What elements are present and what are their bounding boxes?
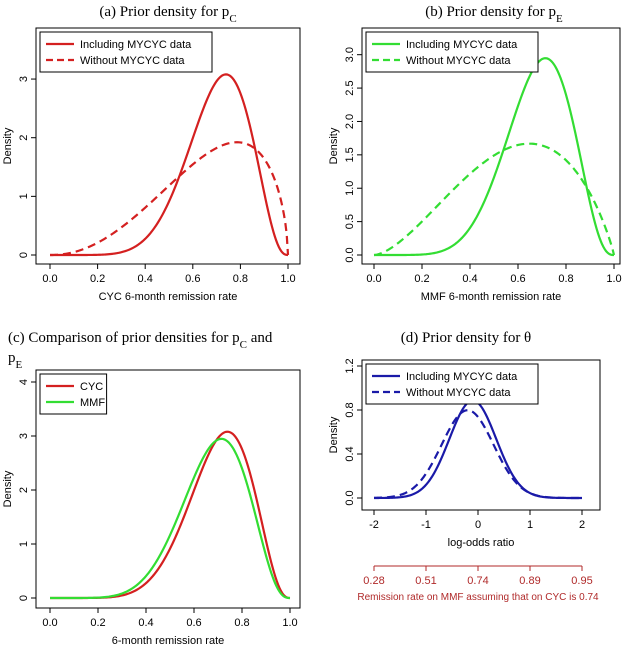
plot-frame-a: [35, 27, 301, 265]
secondary-axis-label: Remission rate on MMF assuming that on C…: [357, 592, 599, 603]
x-tick-label-a: 0.4: [138, 273, 153, 285]
series-line-c-1: [50, 430, 291, 600]
x-axis-label-a: CYC 6-month remission rate: [99, 291, 238, 303]
y-tick-label-b: 0.5: [344, 214, 356, 229]
y-axis-label-c: Density: [2, 470, 14, 507]
x-tick-label-b: 0.0: [366, 273, 381, 285]
y-axis-label-a: Density: [2, 127, 14, 164]
y-tick-label-a: 0: [18, 252, 30, 258]
series-line-a-2: [49, 141, 290, 257]
plot-frame-c: [35, 369, 301, 609]
y-tick-label-c: 4: [18, 379, 30, 385]
x-tick-label-d: 2: [579, 519, 585, 531]
chart-panel-a: (a) Prior density for pC 0.0 0.2 0.4 0.6 0.8 1…: [2, 4, 301, 303]
legend-label-a: Including MYCYC data: [80, 39, 192, 51]
chart-title-c: (c) Comparison of prior densities for pC…: [8, 330, 273, 351]
x-axis-label-b: MMF 6-month remission rate: [421, 291, 562, 303]
x-tick-label-a: 0.6: [185, 273, 200, 285]
x-tick-label-c: 0.6: [186, 617, 201, 629]
y-axis-label-d: Density: [328, 416, 340, 453]
x-tick-label-c: 1.0: [282, 617, 297, 629]
legend-label-b: Without MYCYC data: [406, 55, 511, 67]
x-tick-label-a: 0.2: [90, 273, 105, 285]
legend-c: [39, 373, 108, 415]
legend-d: [365, 363, 539, 405]
legend-label-c: MMF: [80, 397, 105, 409]
y-tick-label-b: 1.5: [344, 147, 356, 162]
chart-title-line2-c: pE: [8, 350, 23, 371]
x-tick-label-c: 0.4: [138, 617, 153, 629]
x-tick-label-b: 0.2: [414, 273, 429, 285]
legend-label-b: Including MYCYC data: [406, 39, 518, 51]
y-tick-label-b: 3.0: [344, 47, 356, 62]
y-tick-label-a: 3: [18, 76, 30, 82]
x-tick-label-c: 0.8: [234, 617, 249, 629]
legend-b: [365, 31, 539, 73]
secondary-axis-tick-label: 0.95: [571, 575, 592, 587]
y-tick-label-c: 0: [18, 595, 30, 601]
y-tick-label-c: 3: [18, 433, 30, 439]
y-tick-label-b: 2.5: [344, 80, 356, 95]
chart-panel-c: (c) Comparison of prior densities for pC…: [2, 330, 301, 646]
x-tick-label-a: 0.0: [42, 273, 57, 285]
chart-title-d: (d) Prior density for θ: [401, 330, 532, 346]
x-axis-label-c: 6-month remission rate: [112, 635, 225, 646]
x-tick-label-a: 1.0: [280, 273, 295, 285]
y-tick-label-d: 0.8: [344, 402, 356, 417]
x-tick-label-c: 0.0: [42, 617, 57, 629]
x-tick-label-c: 0.2: [90, 617, 105, 629]
secondary-axis-tick-label: 0.89: [519, 575, 540, 587]
y-tick-label-d: 0.0: [344, 490, 356, 505]
series-line-a-1: [50, 73, 289, 257]
series-line-b-2: [373, 142, 616, 257]
legend-label-a: Without MYCYC data: [80, 55, 185, 67]
x-tick-label-a: 0.8: [233, 273, 248, 285]
y-tick-label-c: 1: [18, 541, 30, 547]
plot-frame-b: [361, 27, 621, 265]
legend-label-d: Including MYCYC data: [406, 371, 518, 383]
legend-label-d: Without MYCYC data: [406, 387, 511, 399]
y-tick-label-d: 1.2: [344, 358, 356, 373]
y-tick-label-b: 1.0: [344, 181, 356, 196]
secondary-axis-tick-label: 0.74: [467, 575, 488, 587]
y-tick-label-b: 0.0: [344, 247, 356, 262]
y-tick-label-d: 0.4: [344, 446, 356, 461]
y-tick-label-a: 1: [18, 193, 30, 199]
y-tick-label-a: 2: [18, 135, 30, 141]
x-axis-label-d: log-odds ratio: [448, 537, 515, 549]
x-tick-label-b: 1.0: [606, 273, 621, 285]
x-tick-label-d: -2: [369, 519, 379, 531]
x-tick-label-d: 1: [527, 519, 533, 531]
plot-frame-d: [361, 359, 601, 511]
legend-label-c: CYC: [80, 381, 103, 393]
y-axis-label-b: Density: [328, 127, 340, 164]
legend-a: [39, 31, 213, 73]
x-tick-label-d: 0: [475, 519, 481, 531]
chart-title-b: (b) Prior density for pE: [425, 4, 563, 25]
chart-panel-b: (b) Prior density for pE 0.0 0.2 0.4 0.6 0.8 1…: [328, 4, 622, 303]
series-line-b-1: [374, 57, 615, 257]
x-tick-label-b: 0.4: [462, 273, 477, 285]
secondary-axis-tick-label: 0.51: [415, 575, 436, 587]
x-tick-label-b: 0.6: [510, 273, 525, 285]
x-tick-label-b: 0.8: [558, 273, 573, 285]
chart-title-a: (a) Prior density for pC: [99, 4, 236, 25]
chart-panel-d: (d) Prior density for θ -2 -1 0 1 2 0.0 0.4 0.8 1…: [328, 330, 601, 603]
series-line-c-2: [50, 437, 291, 600]
series-line-d-2: [373, 409, 582, 500]
secondary-axis-tick-label: 0.28: [363, 575, 384, 587]
x-tick-label-d: -1: [421, 519, 431, 531]
y-tick-label-b: 2.0: [344, 114, 356, 129]
y-tick-label-c: 2: [18, 487, 30, 493]
series-line-d-1: [373, 399, 582, 500]
